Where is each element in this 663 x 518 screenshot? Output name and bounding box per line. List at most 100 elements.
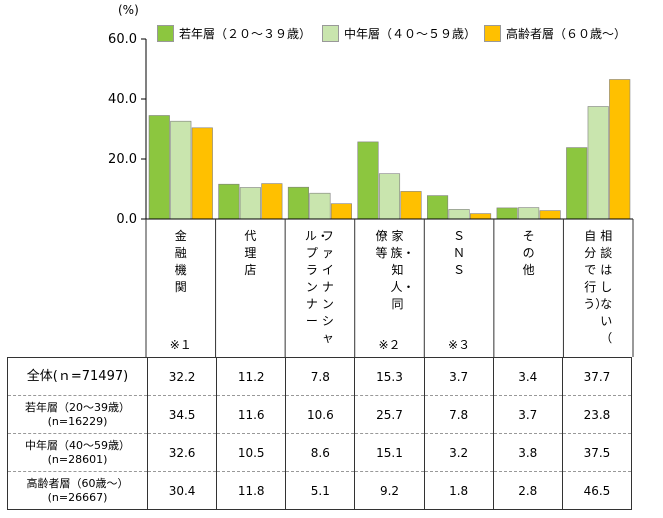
table-cell: 32.6	[146, 433, 218, 472]
table-cell: 25.7	[354, 395, 425, 434]
table-cell: 32.2	[146, 357, 218, 396]
category-text-column: 僚等	[375, 229, 388, 260]
category-label-5: その他	[494, 228, 564, 356]
bar-s2-c5	[539, 210, 561, 220]
bar-s2-c2	[330, 203, 352, 220]
table-cell: 1.8	[423, 471, 494, 510]
bar-s2-c1	[261, 183, 283, 220]
bar-s0-c6	[566, 147, 588, 220]
table-cell: 2.8	[492, 471, 563, 510]
table-row-label-line: (n=28601)	[47, 452, 108, 466]
legend-item-senior: 高齢者層（６０歳～）	[484, 24, 626, 42]
bar-s0-c3	[357, 141, 379, 220]
bar-s1-c3	[378, 173, 401, 220]
y-tick-label: 40.0	[108, 92, 137, 107]
bar-s0-c0	[148, 115, 170, 220]
bar-s0-c2	[287, 186, 309, 220]
table-cell: 5.1	[285, 471, 356, 510]
category-text-column: ＳＮＳ	[453, 229, 466, 277]
bar-s1-c4	[448, 209, 470, 220]
legend-swatch-senior	[484, 24, 501, 42]
category-text-column: 相談はしない（	[600, 229, 613, 345]
table-cell: 3.4	[492, 357, 563, 396]
bar-s1-c0	[170, 120, 192, 220]
table-cell: 7.8	[423, 395, 494, 434]
table-row-label: 若年層（20～39歳） (n=16229)	[7, 395, 148, 434]
table-row-label-line: 高齢者層（60歳～）	[26, 476, 129, 490]
category-label-4: ＳＮＳ ※３	[424, 228, 494, 356]
category-note: ※１	[169, 338, 192, 352]
category-text-column: 自分で行う）	[583, 229, 608, 311]
y-tick-label: 20.0	[108, 152, 137, 167]
legend-label-middle: 中年層（４０～５９歳）	[344, 26, 477, 41]
category-note: ※２	[378, 338, 401, 352]
table-cell: 34.5	[146, 395, 218, 434]
table-cell: 8.6	[285, 433, 356, 472]
table-row-label: 高齢者層（60歳～） (n=26667)	[7, 471, 148, 510]
table-row-label: 全体(ｎ=71497)	[7, 357, 148, 396]
table-row-label-line: 全体(ｎ=71497)	[26, 368, 129, 384]
table-row-label-line: 中年層（40～59歳）	[25, 438, 130, 452]
y-tick-label: 0.0	[116, 212, 137, 227]
data-table: 全体(ｎ=71497) 32.2 11.2 7.8 15.3 3.7 3.4 37.7 若年層（…	[7, 357, 633, 510]
table-cell: 3.7	[423, 357, 494, 396]
table-cell: 15.3	[354, 357, 425, 396]
table-cell: 37.5	[561, 433, 633, 472]
category-text-column: 代理店	[244, 229, 257, 277]
table-cell: 9.2	[354, 471, 425, 510]
table-cell: 3.8	[492, 433, 563, 472]
legend-item-middle: 中年層（４０～５９歳）	[322, 24, 476, 42]
legend-item-young: 若年層（２０～３９歳）	[157, 24, 311, 42]
bar-s2-c3	[400, 191, 422, 220]
table-cell: 46.5	[561, 471, 633, 510]
y-tick-label: 60.0	[108, 32, 137, 47]
bar-chart	[141, 38, 634, 357]
category-label-0: 金融機関 ※１	[146, 228, 216, 356]
table-cell: 10.5	[216, 433, 287, 472]
table-row-label-line: (n=26667)	[47, 490, 108, 504]
category-text-column: 家族・知人・同	[390, 229, 415, 311]
table-row-label-line: (n=16229)	[47, 414, 108, 428]
table-cell: 23.8	[561, 395, 633, 434]
bar-s1-c1	[239, 187, 261, 220]
category-label-3: 家族・知人・同 僚等 ※２	[355, 228, 425, 356]
category-text-column: ル・プランナー	[304, 229, 329, 328]
category-text-column: その他	[522, 229, 535, 277]
table-cell: 37.7	[561, 357, 633, 396]
legend-label-senior: 高齢者層（６０歳～）	[506, 26, 627, 41]
table-row: 若年層（20～39歳） (n=16229) 34.5 11.6 10.6 25.7 7.8 3…	[7, 395, 633, 434]
table-cell: 7.8	[285, 357, 356, 396]
bar-s0-c5	[496, 207, 518, 220]
category-label-1: 代理店	[216, 228, 286, 356]
bar-s1-c5	[518, 207, 540, 220]
bar-s0-c1	[218, 183, 240, 220]
category-note: ※３	[448, 338, 471, 352]
table-cell: 15.1	[354, 433, 425, 472]
unit-label: (%)	[118, 3, 139, 17]
bar-s2-c0	[191, 127, 213, 220]
category-label-6: 相談はしない（ 自分で行う）	[563, 228, 633, 356]
table-cell: 3.2	[423, 433, 494, 472]
bar-s0-c4	[427, 195, 449, 220]
table-cell: 3.7	[492, 395, 563, 434]
bar-s1-c2	[309, 192, 331, 220]
bar-s1-c6	[587, 106, 609, 220]
table-cell: 30.4	[146, 471, 218, 510]
table-row: 高齢者層（60歳～） (n=26667) 30.4 11.8 5.1 9.2 1.8 2.8 4…	[7, 471, 633, 510]
table-row-label-line: 若年層（20～39歳）	[25, 400, 130, 414]
bar-s2-c6	[609, 79, 631, 220]
legend-swatch-young	[157, 24, 174, 42]
legend-swatch-middle	[322, 24, 339, 42]
category-text-column: ファイナンシャ	[321, 229, 334, 345]
category-text-column: 金融機関	[174, 229, 187, 294]
table-row: 全体(ｎ=71497) 32.2 11.2 7.8 15.3 3.7 3.4 37.7	[7, 357, 633, 396]
table-cell: 11.6	[216, 395, 287, 434]
table-row: 中年層（40～59歳） (n=28601) 32.6 10.5 8.6 15.1 3.2 3.…	[7, 433, 633, 472]
legend-label-young: 若年層（２０～３９歳）	[179, 26, 312, 41]
bar-s2-c4	[470, 213, 492, 220]
table-cell: 11.8	[216, 471, 287, 510]
table-cell: 11.2	[216, 357, 287, 396]
table-cell: 10.6	[285, 395, 356, 434]
table-row-label: 中年層（40～59歳） (n=28601)	[7, 433, 148, 472]
category-label-2: ファイナンシャ ル・プランナー	[285, 228, 355, 356]
